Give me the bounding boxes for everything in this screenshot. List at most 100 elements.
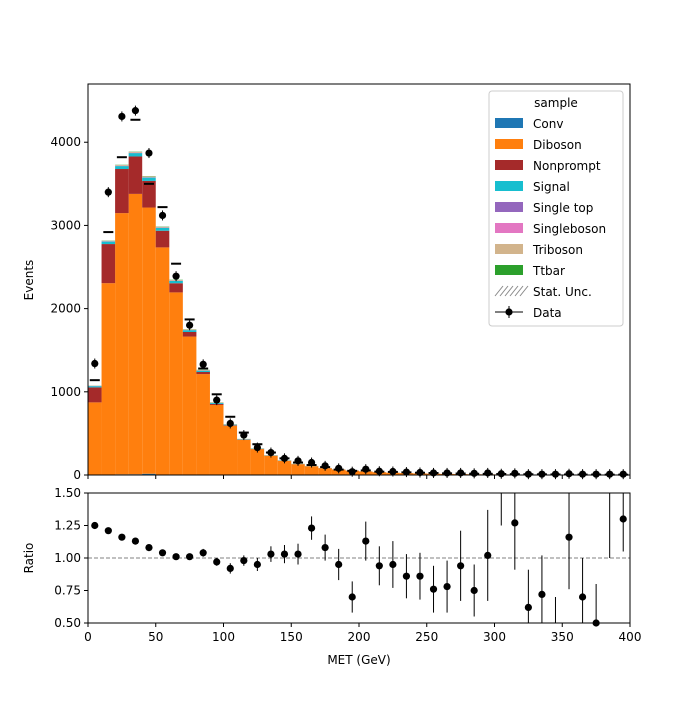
data-point-39 — [620, 471, 627, 478]
xtick-label-50: 50 — [148, 630, 163, 644]
bar-nonprompt-bin-1 — [102, 244, 116, 283]
data-point-14 — [281, 455, 288, 462]
ratio-point-2 — [118, 534, 125, 541]
legend-label-triboson: Triboson — [532, 243, 583, 257]
bar-nonprompt-bin-6 — [169, 283, 183, 292]
bar-nonprompt-bin-2 — [115, 169, 129, 213]
bar-diboson-bin-4 — [142, 208, 156, 474]
ratio-point-12 — [254, 561, 261, 568]
data-point-33 — [538, 471, 545, 478]
ratio-point-26 — [443, 583, 450, 590]
bar-signal-bin-7 — [183, 330, 197, 332]
bar-signal-bin-6 — [169, 281, 183, 283]
ratio-point-39 — [620, 515, 627, 522]
ratio-point-0 — [91, 522, 98, 529]
data-point-13 — [267, 449, 274, 456]
data-point-28 — [471, 470, 478, 477]
ratio-ytick-label-0.50: 0.50 — [54, 616, 81, 630]
data-point-30 — [498, 470, 505, 477]
legend-swatch-conv — [495, 118, 523, 128]
bar-diboson-bin-12 — [251, 449, 265, 475]
bar-triboson-bin-4 — [142, 176, 156, 177]
ratio-y-ticks: 0.500.751.001.251.50 — [54, 486, 88, 630]
data-point-2 — [118, 113, 125, 120]
xtick-label-400: 400 — [619, 630, 642, 644]
bar-nonprompt-bin-0 — [88, 387, 102, 402]
data-point-20 — [362, 466, 369, 473]
data-point-17 — [322, 462, 329, 469]
legend-label-ttbar: Ttbar — [532, 264, 565, 278]
legend-swatch-nonprompt — [495, 160, 523, 170]
main-y-axis-label: Events — [22, 260, 36, 301]
bar-triboson-bin-3 — [129, 152, 143, 153]
ratio-point-5 — [159, 549, 166, 556]
ratio-point-1 — [105, 527, 112, 534]
ratio-point-4 — [145, 544, 152, 551]
ratio-point-15 — [294, 551, 301, 558]
bar-diboson-bin-10 — [224, 426, 238, 475]
data-point-21 — [376, 468, 383, 475]
bar-signal-bin-1 — [102, 242, 116, 244]
bar-nonprompt-bin-4 — [142, 181, 156, 208]
data-point-11 — [240, 431, 247, 438]
ratio-y-axis-label: Ratio — [22, 543, 36, 574]
legend-swatch-signal — [495, 181, 523, 191]
data-point-6 — [172, 273, 179, 280]
ratio-point-7 — [186, 553, 193, 560]
legend-label-conv: Conv — [533, 117, 563, 131]
bar-nonprompt-bin-5 — [156, 231, 170, 248]
data-point-31 — [511, 470, 518, 477]
data-point-0 — [91, 360, 98, 367]
bar-signal-bin-0 — [88, 386, 102, 387]
data-point-18 — [335, 465, 342, 472]
xtick-label-350: 350 — [551, 630, 574, 644]
data-point-3 — [132, 107, 139, 114]
legend-swatch-diboson — [495, 139, 523, 149]
data-point-19 — [349, 468, 356, 475]
bar-signal-bin-2 — [115, 166, 129, 169]
bar-nonprompt-bin-8 — [196, 372, 210, 374]
ratio-ytick-label-1.00: 1.00 — [54, 551, 81, 565]
main-ytick-label-1000: 1000 — [50, 385, 81, 399]
ratio-point-20 — [362, 538, 369, 545]
ratio-point-35 — [565, 534, 572, 541]
data-point-8 — [200, 361, 207, 368]
bar-nonprompt-bin-3 — [129, 156, 143, 193]
main-x-ticks — [88, 475, 630, 479]
ratio-point-11 — [240, 557, 247, 564]
data-point-35 — [565, 470, 572, 477]
ratio-point-18 — [335, 561, 342, 568]
legend-label-stat-unc: Stat. Unc. — [533, 285, 592, 299]
bar-diboson-bin-6 — [169, 292, 183, 474]
bar-signal-bin-8 — [196, 371, 210, 372]
ratio-ytick-label-1.50: 1.50 — [54, 486, 81, 500]
ratio-point-23 — [403, 573, 410, 580]
data-point-1 — [105, 189, 112, 196]
ratio-point-10 — [227, 565, 234, 572]
ratio-point-29 — [484, 552, 491, 559]
data-point-32 — [525, 471, 532, 478]
bar-diboson-bin-9 — [210, 405, 224, 475]
data-point-37 — [593, 471, 600, 478]
ratio-point-28 — [471, 587, 478, 594]
data-point-34 — [552, 471, 559, 478]
bar-diboson-bin-11 — [237, 440, 251, 475]
data-point-4 — [145, 149, 152, 156]
bar-diboson-bin-7 — [183, 337, 197, 475]
legend-swatch-single-top — [495, 202, 523, 212]
x-axis-label: MET (GeV) — [327, 653, 390, 667]
bar-diboson-bin-2 — [115, 213, 129, 474]
xtick-label-300: 300 — [483, 630, 506, 644]
legend-title: sample — [534, 96, 578, 110]
legend-label-nonprompt: Nonprompt — [533, 159, 601, 173]
data-point-10 — [227, 420, 234, 427]
data-point-15 — [294, 457, 301, 464]
ratio-point-3 — [132, 538, 139, 545]
data-point-12 — [254, 444, 261, 451]
legend-label-diboson: Diboson — [533, 138, 582, 152]
bar-nonprompt-bin-7 — [183, 332, 197, 337]
legend-swatch-triboson — [495, 244, 523, 254]
ratio-point-21 — [376, 562, 383, 569]
